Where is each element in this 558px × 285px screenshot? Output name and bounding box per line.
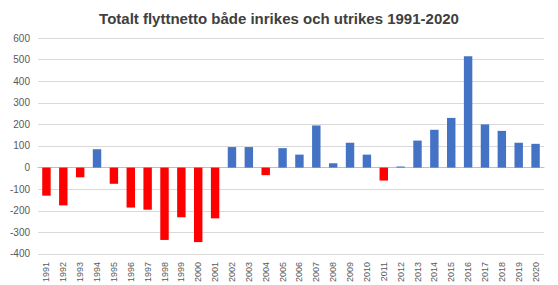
svg-text:-200: -200	[10, 205, 30, 216]
svg-text:-400: -400	[10, 248, 30, 259]
svg-text:2015: 2015	[446, 262, 456, 282]
svg-text:400: 400	[13, 76, 30, 87]
svg-text:2003: 2003	[244, 262, 254, 282]
svg-text:2002: 2002	[227, 262, 237, 282]
svg-text:2012: 2012	[396, 262, 406, 282]
svg-text:2004: 2004	[261, 262, 271, 282]
svg-text:2020: 2020	[531, 262, 541, 282]
svg-text:500: 500	[13, 54, 30, 65]
svg-text:1992: 1992	[58, 262, 68, 282]
svg-text:2000: 2000	[193, 262, 203, 282]
svg-text:-300: -300	[10, 227, 30, 238]
svg-text:2010: 2010	[362, 262, 372, 282]
svg-text:2001: 2001	[210, 262, 220, 282]
svg-text:2008: 2008	[328, 262, 338, 282]
svg-text:2007: 2007	[311, 262, 321, 282]
svg-text:2018: 2018	[497, 262, 507, 282]
svg-text:1995: 1995	[109, 262, 119, 282]
svg-text:2016: 2016	[463, 262, 473, 282]
svg-text:2019: 2019	[514, 262, 524, 282]
svg-text:0: 0	[24, 162, 30, 173]
svg-text:1993: 1993	[75, 262, 85, 282]
svg-text:2009: 2009	[345, 262, 355, 282]
svg-text:200: 200	[13, 119, 30, 130]
svg-text:100: 100	[13, 140, 30, 151]
svg-text:2013: 2013	[413, 262, 423, 282]
svg-text:1999: 1999	[176, 262, 186, 282]
svg-text:2017: 2017	[480, 262, 490, 282]
svg-text:2006: 2006	[294, 262, 304, 282]
svg-text:2011: 2011	[379, 262, 389, 281]
svg-text:-100: -100	[10, 184, 30, 195]
svg-text:1994: 1994	[92, 262, 102, 282]
svg-text:600: 600	[13, 33, 30, 44]
svg-text:1998: 1998	[160, 262, 170, 282]
svg-text:2014: 2014	[429, 262, 439, 282]
svg-text:2005: 2005	[278, 262, 288, 282]
svg-text:300: 300	[13, 97, 30, 108]
svg-text:1996: 1996	[126, 262, 136, 282]
svg-text:1997: 1997	[143, 262, 153, 282]
svg-text:1991: 1991	[41, 262, 51, 282]
svg-text:Totalt flyttnetto både inrikes: Totalt flyttnetto både inrikes och utrik…	[99, 10, 459, 27]
